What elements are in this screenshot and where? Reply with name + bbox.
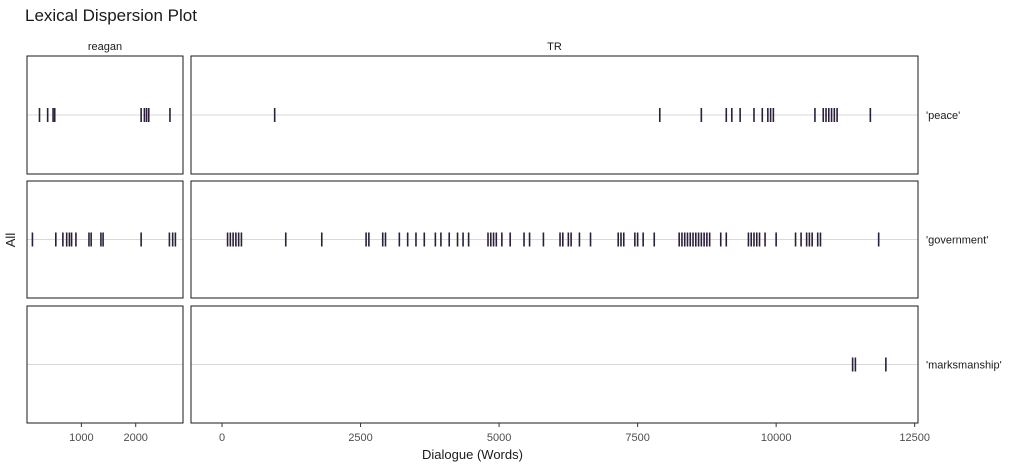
- x-axis-title: Dialogue (Words): [422, 447, 523, 462]
- panel-reagan-2: [26, 305, 184, 424]
- page-title: Lexical Dispersion Plot: [25, 6, 197, 25]
- x-tick-label: 12500: [899, 432, 930, 444]
- x-tick-label: 2500: [348, 432, 372, 444]
- panel-TR-0: [190, 55, 919, 175]
- panel-border: [26, 305, 184, 424]
- panel-TR-2: [190, 305, 919, 424]
- x-tick-label: 2000: [123, 432, 147, 444]
- panel-reagan-1: [26, 180, 184, 299]
- x-tick-label: 1000: [69, 432, 93, 444]
- facet-label-TR: TR: [547, 41, 562, 53]
- y-axis-title: All: [3, 233, 18, 248]
- row-label: 'marksmanship': [926, 360, 1002, 372]
- panel-border: [190, 55, 919, 175]
- panel-TR-1: [190, 180, 919, 299]
- row-label: 'government': [926, 235, 988, 247]
- panel-border: [190, 305, 919, 424]
- panel-border: [26, 180, 184, 299]
- panel-border: [26, 55, 184, 175]
- x-tick-label: 10000: [761, 432, 792, 444]
- facet-label-reagan: reagan: [88, 41, 122, 53]
- panel-border: [190, 180, 919, 299]
- row-label: 'peace': [926, 110, 960, 122]
- x-tick-label: 7500: [625, 432, 649, 444]
- panel-reagan-0: [26, 55, 184, 175]
- x-tick-label: 5000: [487, 432, 511, 444]
- x-tick-label: 0: [219, 432, 225, 444]
